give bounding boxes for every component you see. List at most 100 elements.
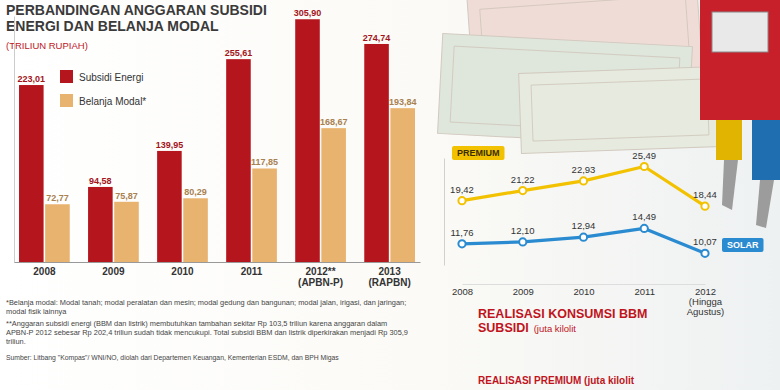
nozzle-spout [756, 180, 774, 228]
x-tick: 2011 [635, 286, 655, 297]
data-label: 22,93 [572, 164, 596, 175]
x-tick-label: 2012**(APBN-P) [298, 266, 343, 288]
y-axis [444, 159, 445, 266]
marker [580, 234, 587, 241]
legend-label: Belanja Modal* [79, 96, 146, 107]
bar [45, 204, 70, 262]
data-label: 11,76 [450, 227, 473, 238]
data-label: 75,87 [115, 191, 138, 201]
source-note: Sumber: Litbang "Kompas"/ WNI/NO, diolah… [6, 354, 339, 362]
chart-title: PERBANDINGAN ANGGARAN SUBSIDIENERGI DAN … [6, 2, 267, 34]
data-label: 10,07 [693, 236, 717, 247]
data-label: 19,42 [450, 184, 474, 195]
x-tick-label: 2009 [513, 286, 534, 297]
bar [226, 59, 251, 262]
x-tick-label: 2012(HinggaAgustus) [687, 286, 725, 317]
x-tick: 2009 [513, 286, 534, 297]
legend-swatch [60, 70, 73, 83]
marker [641, 225, 648, 232]
data-label: 18,44 [693, 189, 717, 200]
series-name: PREMIUM [457, 148, 500, 158]
nozzle-spout [722, 160, 738, 210]
x-axis-line [15, 262, 421, 263]
series-badges: PREMIUM SOLAR [452, 146, 764, 252]
marker [519, 187, 526, 194]
x-tick: 2008 [452, 286, 473, 297]
x-tick-label: 2009 [102, 266, 125, 277]
data-label: 117,85 [251, 157, 278, 167]
x-tick: 2012**(APBN-P) [298, 266, 343, 288]
data-label: 168,67 [320, 117, 348, 127]
marker [701, 203, 708, 210]
data-label: 193,84 [389, 97, 417, 107]
data-label: 21,22 [511, 174, 535, 185]
x-tick: 2008 [33, 266, 56, 277]
legend: Subsidi Energi Belanja Modal* [60, 70, 146, 107]
series-badge [452, 146, 505, 160]
bar-series [45, 108, 415, 262]
legend-swatch [60, 94, 73, 107]
bar-chart: PERBANDINGAN ANGGARAN SUBSIDIENERGI DAN … [6, 2, 421, 362]
x-tick-label: 2008 [452, 286, 473, 297]
bar [364, 44, 389, 262]
series-name: SOLAR [727, 240, 759, 250]
bar [183, 198, 208, 262]
chart-title: REALISASI KONSUMSI BBMSUBSIDI [478, 307, 647, 335]
data-label: 94,58 [89, 176, 112, 186]
marker [519, 238, 526, 245]
marker [458, 197, 465, 204]
nozzle-premium [716, 120, 742, 160]
bar [88, 187, 113, 262]
legend-label: Subsidi Energi [79, 72, 143, 83]
data-label: 12,94 [572, 220, 596, 231]
bar [114, 202, 139, 262]
marker [580, 177, 587, 184]
bar [157, 151, 182, 262]
chart-subtitle: (TRILIUN RUPIAH) [6, 40, 88, 51]
data-labels: 223,0194,58139,95255,61305,90274,7472,77… [18, 8, 417, 203]
background [0, 0, 780, 390]
chart-subtitle: (juta kilolit [534, 323, 577, 334]
x-tick-label: 2011 [241, 266, 263, 277]
x-tick-label: 2008 [33, 266, 56, 277]
x-tick: 2009 [102, 266, 125, 277]
bar [252, 168, 277, 262]
plot-area [19, 19, 415, 262]
x-tick-label: 2011 [635, 286, 655, 297]
bar-series [19, 19, 389, 262]
x-tick-label: 2010 [171, 266, 194, 277]
plot-area [458, 163, 708, 257]
footnote: **Anggaran subsidi energi (BBM dan listr… [6, 319, 408, 346]
data-label: 274,74 [363, 33, 391, 43]
data-label: 223,01 [18, 74, 46, 84]
y-axis-line [444, 159, 445, 266]
data-label: 305,90 [294, 8, 322, 18]
marker [641, 163, 648, 170]
data-label: 12,10 [511, 225, 535, 236]
x-tick-label: 2013(RAPBN) [369, 266, 411, 288]
data-label: 139,95 [156, 140, 184, 150]
line-chart: 19,4221,2222,9325,4918,4411,7612,1012,94… [445, 146, 764, 386]
x-tick: 2013(RAPBN) [369, 266, 411, 288]
chart-root: PERBANDINGAN ANGGARAN SUBSIDIENERGI DAN … [0, 0, 780, 390]
x-tick-label: 2010 [573, 286, 594, 297]
x-axis: 2008 2009 2010 2011 2012**(APBN-P) 2013(RAPBN… [15, 263, 421, 289]
bar [321, 128, 346, 262]
data-label: 72,77 [46, 193, 69, 203]
banknote-body [519, 67, 722, 154]
x-tick: 2011 [241, 266, 263, 277]
pump-body [700, 0, 780, 120]
nozzle-solar [752, 120, 780, 180]
chart-svg: PERBANDINGAN ANGGARAN SUBSIDIENERGI DAN … [0, 0, 780, 390]
bar [295, 19, 320, 262]
annotation: REALISASI PREMIUM (juta kilolit [478, 375, 635, 386]
x-tick: 2010 [171, 266, 194, 277]
x-tick: 2012(HinggaAgustus) [687, 286, 725, 317]
y-axis-line [14, 17, 15, 263]
bar [19, 85, 44, 262]
marker [458, 240, 465, 247]
data-label: 14,49 [632, 211, 656, 222]
y-axis [14, 17, 15, 263]
marker [701, 250, 708, 257]
x-tick: 2010 [573, 286, 594, 297]
